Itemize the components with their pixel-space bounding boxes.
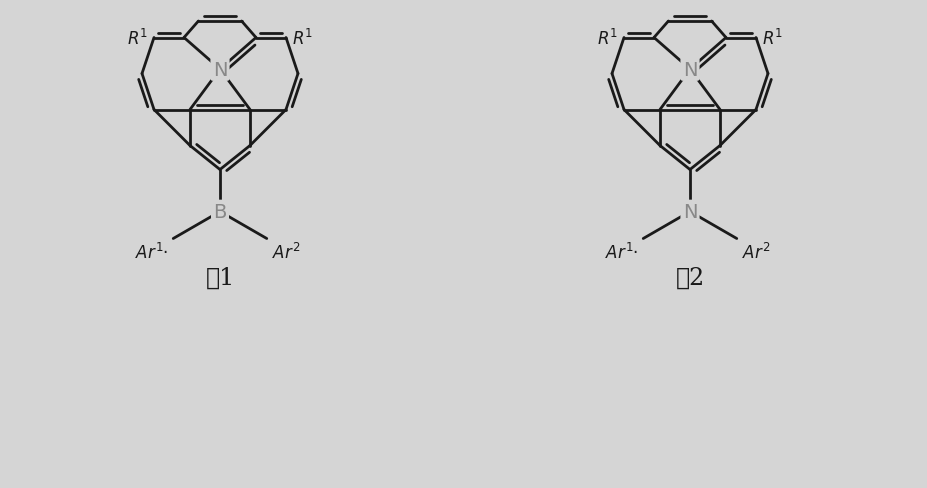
Text: $Ar^1$·: $Ar^1$·	[134, 242, 168, 262]
Text: $R^1$: $R^1$	[127, 28, 147, 48]
Text: $Ar^2$: $Ar^2$	[741, 242, 769, 262]
Text: B: B	[213, 203, 226, 222]
Text: 式2: 式2	[675, 266, 704, 289]
Text: $R^1$: $R^1$	[761, 28, 782, 48]
Text: N: N	[212, 61, 227, 80]
Text: $R^1$: $R^1$	[596, 28, 617, 48]
Text: N: N	[682, 61, 696, 80]
Text: 式1: 式1	[205, 266, 235, 289]
Text: N: N	[682, 203, 696, 222]
Text: $Ar^2$: $Ar^2$	[272, 242, 299, 262]
Text: $R^1$: $R^1$	[292, 28, 312, 48]
Text: $Ar^1$·: $Ar^1$·	[604, 242, 638, 262]
